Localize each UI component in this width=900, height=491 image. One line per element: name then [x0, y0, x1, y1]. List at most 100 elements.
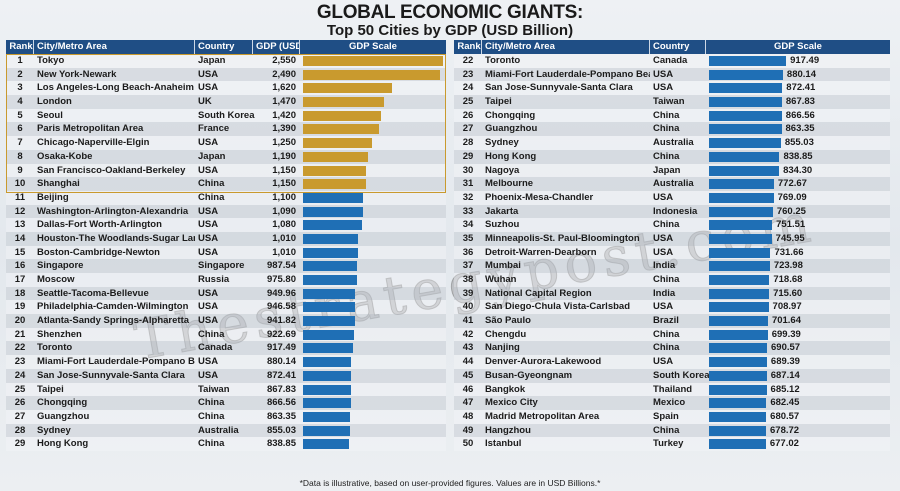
country-cell: China	[198, 328, 225, 340]
gdp-scale-cell: 682.45	[706, 396, 890, 410]
country-cell: Australia	[198, 424, 239, 436]
rank-cell: 45	[462, 369, 474, 381]
rank-cell: 28	[14, 424, 26, 436]
city-cell: Paris Metropolitan Area	[37, 123, 144, 135]
gdp-bar	[709, 302, 769, 313]
gdp-cell: 863.35	[266, 410, 296, 422]
rank-cell: 21	[14, 328, 26, 340]
rank-cell: 12	[14, 205, 26, 217]
header-city: City/Metro Area	[482, 40, 650, 54]
right-table-header: Rank City/Metro Area Country GDP Scale	[454, 40, 890, 54]
city-cell: Nanjing	[485, 342, 520, 354]
gdp-bar	[709, 247, 771, 258]
gdp-scale-cell: 715.60	[706, 287, 890, 301]
table-row: 29 Hong Kong China 838.85	[454, 149, 890, 164]
table-row: 28 Sydney Australia 855.03	[454, 136, 890, 150]
rank-cell: 42	[462, 328, 474, 340]
country-cell: USA	[198, 219, 219, 231]
table-row: 8 Osaka-Kobe Japan 1,190	[6, 149, 446, 164]
city-cell: Suzhou	[485, 219, 520, 231]
gdp-bar	[303, 97, 384, 108]
gdp-bar	[709, 220, 773, 231]
table-row: 43 Nanjing China 690.57	[454, 341, 890, 356]
table-row: 4 London UK 1,470	[6, 95, 446, 109]
gdp-bar	[709, 83, 783, 94]
rank-cell: 1	[17, 55, 23, 66]
gdp-scale-cell	[300, 191, 446, 205]
gdp-bar	[303, 329, 354, 340]
header-rank: Rank	[6, 40, 34, 54]
gdp-bar	[709, 110, 782, 121]
gdp-scale-cell: 863.35	[706, 122, 890, 136]
header-rank: Rank	[454, 40, 482, 54]
rank-cell: 28	[462, 137, 474, 149]
gdp-scale-cell: 731.66	[706, 246, 890, 260]
gdp-cell: 2,550	[272, 55, 296, 66]
rank-cell: 37	[462, 260, 474, 272]
gdp-cell: 1,190	[272, 150, 296, 162]
country-cell: USA	[198, 232, 219, 244]
rank-cell: 16	[14, 260, 26, 272]
rank-cell: 10	[14, 178, 26, 190]
right-table-body: 22 Toronto Canada 917.49 23 Miami-Fort Lauder…	[454, 54, 890, 451]
gdp-value-label: 872.41	[786, 82, 816, 94]
rank-cell: 39	[462, 287, 474, 299]
rank-cell: 2	[17, 68, 23, 80]
country-cell: Taiwan	[653, 96, 685, 108]
gdp-value-label: 682.45	[770, 397, 800, 409]
country-cell: China	[653, 109, 680, 121]
page-title: GLOBAL ECONOMIC GIANTS:	[316, 2, 584, 23]
city-cell: Beijing	[37, 191, 69, 203]
rank-cell: 17	[14, 274, 26, 285]
country-cell: India	[653, 260, 676, 272]
country-cell: USA	[653, 232, 674, 244]
gdp-bar	[709, 179, 774, 190]
table-row: 27 Guangzhou China 863.35	[6, 409, 446, 424]
city-cell: Tokyo	[37, 55, 65, 66]
gdp-scale-cell: 872.41	[706, 81, 890, 95]
table-row: 17 Moscow Russia 975.80	[6, 273, 446, 287]
gdp-scale-cell	[300, 369, 446, 383]
gdp-bar	[709, 343, 767, 354]
gdp-value-label: 772.67	[777, 178, 807, 190]
gdp-bar	[303, 151, 369, 162]
city-cell: Shanghai	[37, 178, 80, 190]
gdp-scale-cell	[300, 287, 446, 301]
city-cell: Bangkok	[485, 383, 526, 395]
table-row: 18 Seattle-Tacoma-Bellevue USA 949.96	[6, 286, 446, 301]
city-cell: Mumbai	[485, 260, 521, 272]
country-cell: USA	[653, 301, 674, 313]
country-cell: USA	[198, 68, 219, 80]
rank-cell: 29	[462, 150, 474, 162]
city-cell: Los Angeles-Long Beach-Anaheim	[37, 82, 194, 94]
gdp-cell: 975.80	[266, 274, 296, 285]
gdp-scale-cell	[300, 150, 446, 164]
gdp-bar	[709, 151, 780, 162]
gdp-value-label: 677.02	[769, 438, 799, 450]
gdp-value-label: 687.14	[770, 369, 800, 381]
table-row: 21 Shenzhen China 922.69	[6, 327, 446, 342]
gdp-bar	[709, 357, 767, 368]
city-cell: National Capital Region	[485, 287, 592, 299]
table-row: 6 Paris Metropolitan Area France 1,390	[6, 122, 446, 137]
table-row: 33 Jakarta Indonesia 760.25	[454, 204, 890, 219]
gdp-value-label: 866.56	[785, 109, 815, 121]
gdp-cell: 946.58	[266, 301, 296, 313]
table-row: 1 Tokyo Japan 2,550	[6, 54, 446, 68]
country-cell: USA	[198, 82, 219, 94]
gdp-scale-cell: 867.83	[706, 95, 890, 109]
gdp-bar	[303, 192, 364, 203]
table-row: 35 Minneapolis-St. Paul-Bloomington USA 745…	[454, 231, 890, 246]
rank-cell: 3	[17, 82, 23, 94]
table-row: 15 Boston-Cambridge-Newton USA 1,010	[6, 245, 446, 260]
rank-cell: 4	[17, 96, 23, 108]
table-row: 31 Melbourne Australia 772.67	[454, 177, 890, 191]
city-cell: Seoul	[37, 109, 63, 121]
city-cell: Istanbul	[485, 438, 522, 450]
rank-cell: 49	[462, 424, 474, 436]
table-row: 2 New York-Newark USA 2,490	[6, 67, 446, 82]
city-cell: Wuhan	[485, 274, 517, 285]
left-table-body: 1 Tokyo Japan 2,550 2 New York-Newark USA 2,490…	[6, 54, 446, 451]
rank-cell: 15	[14, 246, 26, 258]
country-cell: USA	[198, 287, 219, 299]
